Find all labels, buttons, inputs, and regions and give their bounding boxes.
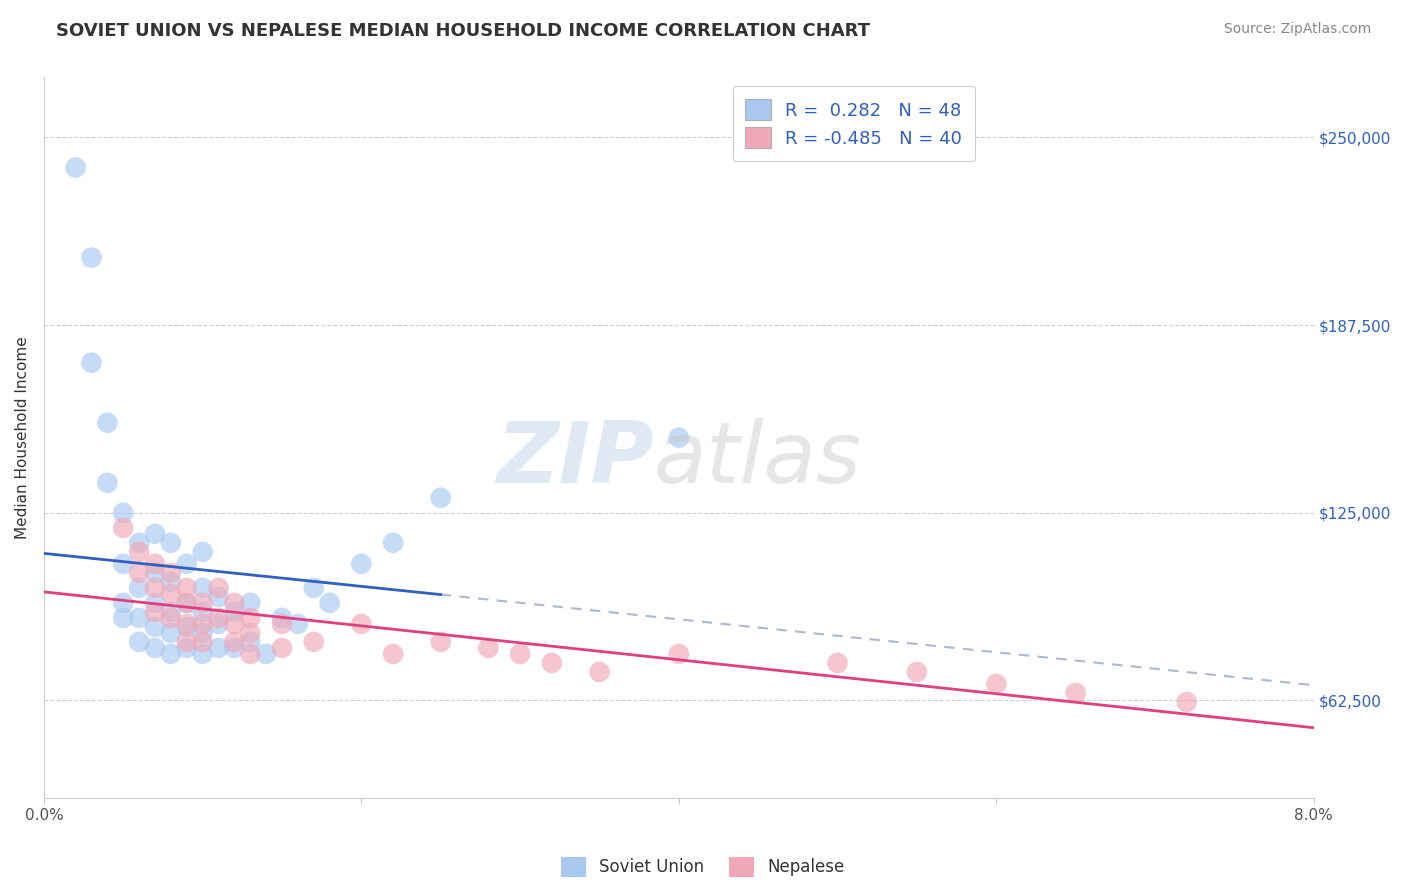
Point xyxy=(112,521,135,535)
Point xyxy=(477,640,499,655)
Point xyxy=(207,581,229,595)
Point xyxy=(160,626,183,640)
Point xyxy=(382,536,405,550)
Point xyxy=(224,635,246,649)
Point xyxy=(271,616,294,631)
Point xyxy=(160,536,183,550)
Point xyxy=(128,536,150,550)
Point xyxy=(350,557,373,571)
Point xyxy=(191,605,214,619)
Point xyxy=(588,665,610,679)
Point xyxy=(302,635,325,649)
Point xyxy=(112,596,135,610)
Point xyxy=(143,526,166,541)
Point xyxy=(905,665,928,679)
Point xyxy=(191,626,214,640)
Point xyxy=(128,545,150,559)
Point xyxy=(143,640,166,655)
Text: atlas: atlas xyxy=(654,417,862,501)
Point xyxy=(827,656,849,670)
Point xyxy=(112,506,135,520)
Point xyxy=(80,251,103,265)
Point xyxy=(1064,686,1087,700)
Text: SOVIET UNION VS NEPALESE MEDIAN HOUSEHOLD INCOME CORRELATION CHART: SOVIET UNION VS NEPALESE MEDIAN HOUSEHOL… xyxy=(56,22,870,40)
Point xyxy=(191,596,214,610)
Point xyxy=(80,356,103,370)
Point xyxy=(176,640,198,655)
Point xyxy=(176,557,198,571)
Point xyxy=(207,590,229,604)
Point xyxy=(668,647,690,661)
Point xyxy=(128,635,150,649)
Point xyxy=(239,647,262,661)
Point xyxy=(128,581,150,595)
Legend: R =  0.282   N = 48, R = -0.485   N = 40: R = 0.282 N = 48, R = -0.485 N = 40 xyxy=(733,87,974,161)
Point xyxy=(224,605,246,619)
Point xyxy=(191,616,214,631)
Point xyxy=(191,581,214,595)
Point xyxy=(176,635,198,649)
Point xyxy=(128,611,150,625)
Point xyxy=(509,647,531,661)
Point xyxy=(176,616,198,631)
Point xyxy=(239,611,262,625)
Point xyxy=(429,491,451,505)
Point xyxy=(207,640,229,655)
Point xyxy=(254,647,277,661)
Point xyxy=(160,587,183,601)
Point xyxy=(239,626,262,640)
Point xyxy=(986,677,1008,691)
Point xyxy=(160,574,183,589)
Point xyxy=(176,620,198,634)
Point xyxy=(668,431,690,445)
Point xyxy=(540,656,562,670)
Legend: Soviet Union, Nepalese: Soviet Union, Nepalese xyxy=(554,850,852,884)
Point xyxy=(176,596,198,610)
Point xyxy=(96,416,118,430)
Point xyxy=(160,566,183,580)
Point xyxy=(112,557,135,571)
Point xyxy=(176,596,198,610)
Point xyxy=(160,647,183,661)
Point xyxy=(143,557,166,571)
Point xyxy=(143,605,166,619)
Point xyxy=(287,616,309,631)
Point xyxy=(429,635,451,649)
Point xyxy=(224,640,246,655)
Point xyxy=(160,611,183,625)
Y-axis label: Median Household Income: Median Household Income xyxy=(15,336,30,539)
Point xyxy=(176,581,198,595)
Point xyxy=(128,566,150,580)
Point xyxy=(271,640,294,655)
Text: Source: ZipAtlas.com: Source: ZipAtlas.com xyxy=(1223,22,1371,37)
Point xyxy=(96,475,118,490)
Point xyxy=(65,161,87,175)
Point xyxy=(302,581,325,595)
Point xyxy=(143,581,166,595)
Point xyxy=(224,616,246,631)
Point xyxy=(207,616,229,631)
Point xyxy=(350,616,373,631)
Point xyxy=(239,635,262,649)
Point xyxy=(1175,695,1198,709)
Point xyxy=(143,566,166,580)
Point xyxy=(191,647,214,661)
Text: ZIP: ZIP xyxy=(496,417,654,501)
Point xyxy=(143,596,166,610)
Point xyxy=(318,596,340,610)
Point xyxy=(382,647,405,661)
Point xyxy=(239,596,262,610)
Point xyxy=(112,611,135,625)
Point xyxy=(207,611,229,625)
Point xyxy=(224,596,246,610)
Point xyxy=(191,545,214,559)
Point xyxy=(160,605,183,619)
Point xyxy=(191,635,214,649)
Point xyxy=(143,620,166,634)
Point xyxy=(271,611,294,625)
